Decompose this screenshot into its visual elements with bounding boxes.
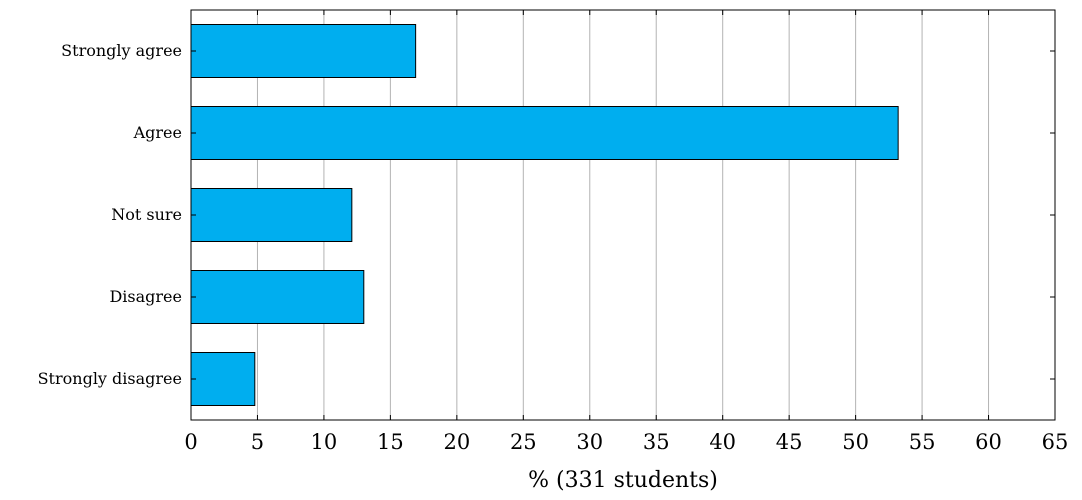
bar-not-sure [190,188,353,242]
x-tick-label: 60 [975,430,1002,454]
x-tick-labels: 0 5 10 15 20 25 30 35 40 45 50 55 60 65 [184,430,1068,454]
x-tick-label: 20 [443,430,470,454]
bar-disagree [190,270,365,324]
x-tick-label: 55 [909,430,936,454]
x-tick-label: 45 [776,430,803,454]
x-tick-label: 5 [251,430,264,454]
bar-strongly-disagree [190,352,256,406]
category-label: Not sure [111,205,182,224]
bar-strongly-agree [190,24,417,78]
grid-lines [256,10,990,420]
bars [190,24,899,406]
tick-marks [190,10,1056,420]
x-tick-label: 40 [709,430,736,454]
x-tick-label: 15 [377,430,404,454]
category-label: Agree [133,123,182,142]
x-tick-label: 0 [184,430,197,454]
x-tick-label: 35 [643,430,670,454]
x-tick-label: 65 [1042,430,1069,454]
x-tick-label: 10 [311,430,338,454]
x-tick-label: 50 [842,430,869,454]
category-label: Strongly disagree [38,369,182,388]
category-labels: Strongly agree Agree Not sure Disagree Stron… [38,41,182,388]
x-axis-title: % (331 students) [528,468,718,493]
category-label: Disagree [109,287,182,306]
bar-agree [190,106,899,160]
x-tick-label: 30 [576,430,603,454]
category-label: Strongly agree [61,41,182,60]
x-tick-label: 25 [510,430,537,454]
